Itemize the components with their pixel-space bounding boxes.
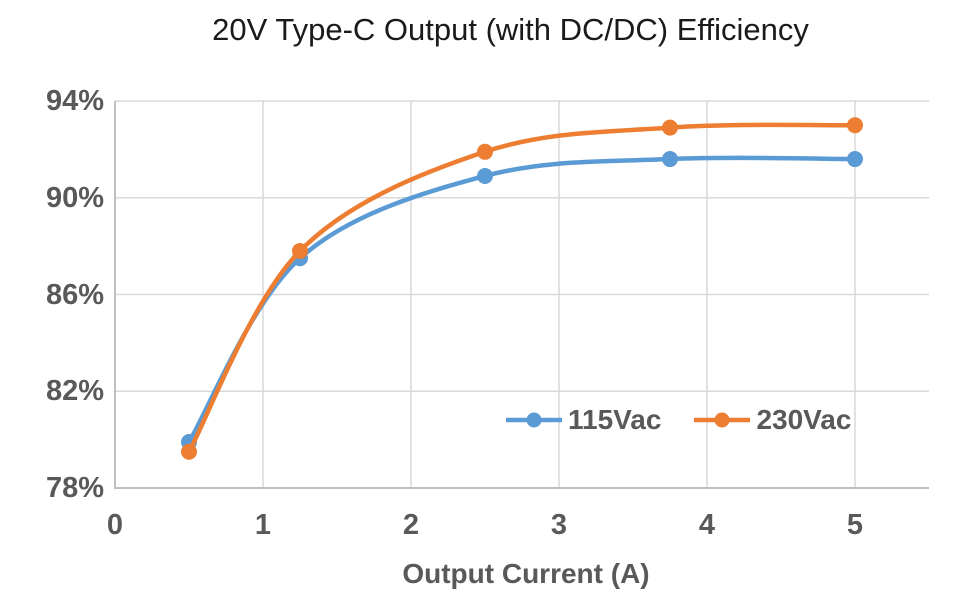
legend-label: 230Vac — [756, 404, 852, 435]
x-tick-label: 2 — [402, 509, 420, 541]
y-tick-label: 94% — [45, 85, 104, 117]
x-tick-label: 1 — [254, 509, 272, 541]
legend: 115Vac 230Vac — [505, 404, 851, 436]
x-axis-title: Output Current (A) — [402, 558, 650, 589]
y-tick-label: 82% — [45, 375, 104, 408]
y-tick-label: 90% — [45, 181, 104, 214]
legend-label: 115Vac — [568, 404, 662, 435]
legend-item-230vac: 230Vac — [693, 404, 851, 436]
legend-line-marker-icon — [694, 412, 751, 428]
x-tick-label: 4 — [698, 509, 716, 541]
chart-title: 20V Type-C Output (with DC/DC) Efficienc… — [212, 12, 809, 47]
x-tick-label: 5 — [846, 509, 864, 541]
legend-item-115vac: 115Vac — [505, 404, 661, 436]
x-tick-label: 0 — [106, 509, 124, 541]
y-tick-label: 86% — [45, 278, 104, 311]
y-tick-label: 78% — [45, 472, 104, 504]
legend-line-marker-icon — [506, 412, 562, 428]
x-tick-label: 3 — [550, 509, 568, 541]
